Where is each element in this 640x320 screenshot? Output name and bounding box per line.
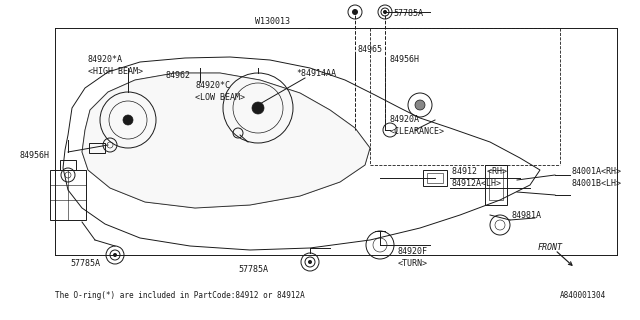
Bar <box>89 143 105 153</box>
Circle shape <box>113 253 117 257</box>
Text: A840001304: A840001304 <box>560 291 606 300</box>
Text: 84001B<LH>: 84001B<LH> <box>572 180 622 188</box>
Bar <box>489 170 503 200</box>
Text: 57785A: 57785A <box>393 10 423 19</box>
Circle shape <box>415 100 425 110</box>
Text: 84920*A: 84920*A <box>88 55 123 65</box>
Text: <HIGH BEAM>: <HIGH BEAM> <box>88 68 143 76</box>
Text: 84956H: 84956H <box>20 150 50 159</box>
Bar <box>50 170 86 220</box>
Text: <TURN>: <TURN> <box>398 259 428 268</box>
Text: 84912A<LH>: 84912A<LH> <box>452 179 502 188</box>
Text: <CLEARANCE>: <CLEARANCE> <box>390 127 445 137</box>
Text: W130013: W130013 <box>255 18 290 27</box>
Text: 84965: 84965 <box>358 45 383 54</box>
Polygon shape <box>82 73 370 208</box>
Text: 84912  <RH>: 84912 <RH> <box>452 167 507 177</box>
Circle shape <box>308 260 312 264</box>
Text: 84001A<RH>: 84001A<RH> <box>572 167 622 177</box>
Bar <box>60 160 76 170</box>
Circle shape <box>252 102 264 114</box>
Text: 84956H: 84956H <box>390 55 420 65</box>
Circle shape <box>123 115 133 125</box>
Bar <box>423 170 447 186</box>
Text: 57785A: 57785A <box>238 266 268 275</box>
Text: 57785A: 57785A <box>70 259 100 268</box>
Text: <LOW BEAM>: <LOW BEAM> <box>195 93 245 102</box>
Circle shape <box>383 10 387 14</box>
Text: *84914AA: *84914AA <box>296 69 336 78</box>
Text: 84981A: 84981A <box>512 211 542 220</box>
Text: FRONT: FRONT <box>538 243 563 252</box>
Text: 84962: 84962 <box>165 70 190 79</box>
Bar <box>485 165 507 205</box>
Text: 84920*C: 84920*C <box>195 82 230 91</box>
Circle shape <box>352 9 358 15</box>
Bar <box>427 173 443 183</box>
Text: 84920F: 84920F <box>398 247 428 257</box>
Text: The O-ring(*) are included in PartCode:84912 or 84912A: The O-ring(*) are included in PartCode:8… <box>55 291 305 300</box>
Text: 84920A: 84920A <box>390 116 420 124</box>
